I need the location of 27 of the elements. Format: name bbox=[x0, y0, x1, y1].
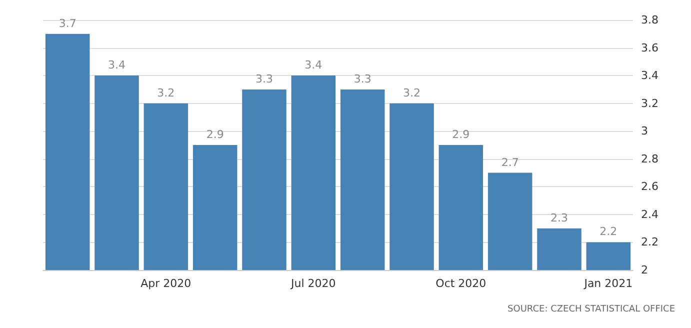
y-tick-label: 2 bbox=[641, 264, 648, 276]
data-label: 3.4 bbox=[304, 58, 322, 72]
y-tick-label: 3 bbox=[641, 124, 648, 138]
data-label: 3.3 bbox=[256, 72, 273, 86]
data-label: 2.9 bbox=[206, 128, 224, 141]
y-tick-label: 2.2 bbox=[641, 236, 658, 249]
y-tick-label: 3.4 bbox=[641, 69, 658, 82]
data-label: 2.3 bbox=[550, 211, 568, 224]
y-tick-label: 3.2 bbox=[641, 96, 658, 110]
data-label: 3.7 bbox=[58, 16, 76, 30]
source-note: SOURCE: CZECH STATISTICAL OFFICE bbox=[508, 304, 676, 314]
y-tick-label: 2.4 bbox=[641, 208, 658, 221]
x-tick-label: Apr 2020 bbox=[140, 277, 192, 290]
y-tick-label: 2.8 bbox=[641, 152, 658, 166]
x-tick-label: Jul 2020 bbox=[290, 277, 336, 290]
y-tick-label: 3.8 bbox=[641, 14, 658, 26]
x-tick-label: Jan 2021 bbox=[583, 277, 633, 290]
y-tick-label: 2.6 bbox=[641, 180, 658, 194]
y-tick-label: 3.6 bbox=[641, 41, 658, 54]
data-label: 3.4 bbox=[108, 58, 126, 72]
x-tick-label: Oct 2020 bbox=[436, 277, 486, 290]
data-label: 3.2 bbox=[403, 86, 420, 100]
data-label: 2.7 bbox=[501, 156, 519, 169]
data-label: 3.2 bbox=[157, 86, 175, 100]
data-label: 2.9 bbox=[452, 128, 470, 141]
data-label: 3.3 bbox=[354, 72, 372, 86]
data-label: 2.2 bbox=[600, 225, 618, 238]
